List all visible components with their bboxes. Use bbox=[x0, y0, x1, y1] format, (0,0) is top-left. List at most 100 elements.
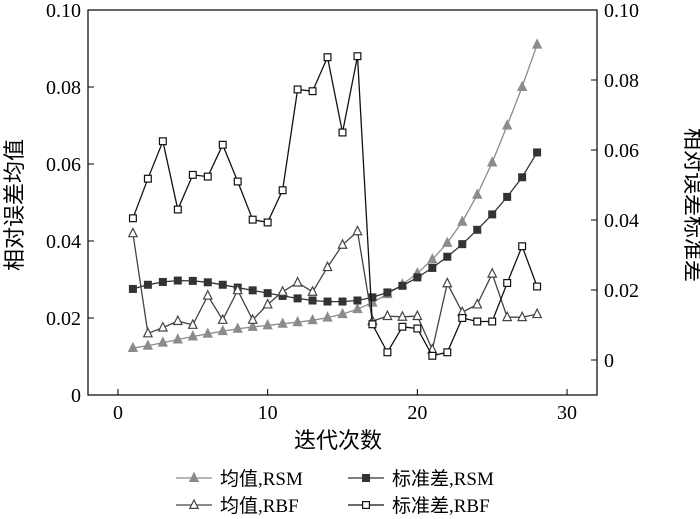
data-point bbox=[472, 188, 483, 199]
data-point bbox=[322, 311, 333, 322]
data-point bbox=[353, 296, 362, 305]
data-point bbox=[172, 333, 183, 344]
data-point bbox=[263, 218, 272, 227]
data-point bbox=[158, 137, 167, 146]
legend-label: 均值,RBF bbox=[220, 495, 299, 517]
data-point bbox=[428, 351, 437, 360]
y-right-tick-label: 0.08 bbox=[604, 70, 639, 92]
data-point bbox=[382, 309, 393, 321]
y-left-tick-label: 0.06 bbox=[46, 154, 81, 176]
ticks-layer: 0 10 20 30 0 0.02 0.04 0.06 0.08 0.10 0 0.02 0.04 0.0… bbox=[46, 0, 639, 424]
y-axis-right-title: 相对误差标准差 bbox=[681, 128, 700, 282]
data-point bbox=[398, 322, 407, 331]
data-point bbox=[502, 119, 513, 130]
series-2 bbox=[128, 148, 542, 306]
data-point bbox=[157, 321, 169, 332]
data-point bbox=[383, 288, 392, 297]
data-point bbox=[188, 276, 197, 285]
data-point bbox=[503, 279, 512, 288]
legend-label: 标准差,RBF bbox=[392, 495, 490, 517]
data-point bbox=[292, 315, 303, 327]
series-line bbox=[132, 230, 538, 352]
legend-marker bbox=[362, 501, 371, 510]
data-point bbox=[398, 281, 407, 290]
series-4 bbox=[128, 52, 542, 360]
y-right-tick-label: 0.02 bbox=[604, 280, 639, 302]
plot-frame bbox=[87, 9, 598, 396]
data-point bbox=[202, 289, 213, 300]
data-point bbox=[143, 174, 152, 183]
data-point bbox=[428, 263, 437, 272]
data-point bbox=[442, 277, 453, 288]
data-point bbox=[292, 276, 303, 287]
data-point bbox=[217, 324, 228, 336]
data-point bbox=[308, 296, 317, 305]
data-point bbox=[442, 236, 453, 247]
data-point bbox=[233, 177, 242, 186]
data-point bbox=[127, 341, 139, 353]
legend-item: 标准差,RSM bbox=[348, 468, 494, 490]
legend-marker bbox=[188, 498, 200, 509]
legend-item: 标准差,RBF bbox=[348, 495, 490, 517]
data-point bbox=[247, 320, 258, 331]
series-layer bbox=[127, 38, 543, 360]
data-point bbox=[128, 284, 137, 293]
data-point bbox=[531, 307, 543, 319]
data-point bbox=[458, 314, 467, 323]
data-point bbox=[338, 297, 347, 306]
data-point bbox=[143, 280, 152, 289]
legend-marker bbox=[188, 471, 200, 482]
data-point bbox=[142, 339, 154, 350]
data-point bbox=[473, 225, 482, 234]
y-left-tick-label: 0.08 bbox=[46, 77, 81, 99]
data-point bbox=[142, 327, 154, 338]
y-left-tick-label: 0 bbox=[71, 385, 81, 407]
data-point bbox=[473, 317, 482, 326]
data-point bbox=[488, 210, 497, 219]
data-point bbox=[262, 298, 273, 309]
data-point bbox=[338, 128, 347, 137]
data-point bbox=[307, 313, 318, 325]
data-point bbox=[172, 314, 183, 326]
legend-label: 均值,RSM bbox=[220, 468, 303, 490]
series-line bbox=[132, 44, 538, 349]
data-point bbox=[262, 318, 273, 330]
data-point bbox=[202, 327, 213, 338]
data-point bbox=[173, 205, 182, 214]
data-point bbox=[187, 330, 198, 341]
data-point bbox=[187, 318, 198, 329]
legend: 均值,RSM 标准差,RSM 均值,RBF 标准差,RBF bbox=[176, 468, 494, 517]
data-point bbox=[232, 283, 243, 295]
data-point bbox=[157, 336, 169, 347]
data-point bbox=[518, 242, 527, 251]
data-point bbox=[308, 87, 317, 96]
x-tick-label: 30 bbox=[557, 402, 577, 424]
data-point bbox=[487, 156, 498, 167]
data-point bbox=[188, 170, 197, 179]
data-point bbox=[218, 280, 227, 289]
data-point bbox=[368, 320, 377, 329]
legend-item: 均值,RBF bbox=[176, 495, 299, 517]
data-point bbox=[531, 38, 543, 49]
x-axis-title: 迭代次数 bbox=[294, 428, 382, 453]
data-point bbox=[516, 80, 528, 92]
data-point bbox=[232, 322, 243, 333]
data-point bbox=[293, 294, 302, 303]
data-point bbox=[127, 226, 139, 238]
y-right-tick-label: 0.06 bbox=[604, 140, 639, 162]
y-right-tick-label: 0 bbox=[604, 350, 614, 372]
data-point bbox=[173, 276, 182, 285]
data-point bbox=[533, 148, 542, 157]
data-point bbox=[443, 252, 452, 261]
data-point bbox=[533, 282, 542, 291]
data-point bbox=[487, 267, 498, 278]
data-point bbox=[412, 309, 423, 321]
data-point bbox=[518, 173, 527, 182]
data-point bbox=[248, 215, 257, 224]
data-point bbox=[516, 310, 528, 322]
data-point bbox=[427, 253, 438, 264]
data-point bbox=[323, 53, 332, 62]
data-point bbox=[322, 260, 333, 272]
data-point bbox=[458, 240, 467, 249]
